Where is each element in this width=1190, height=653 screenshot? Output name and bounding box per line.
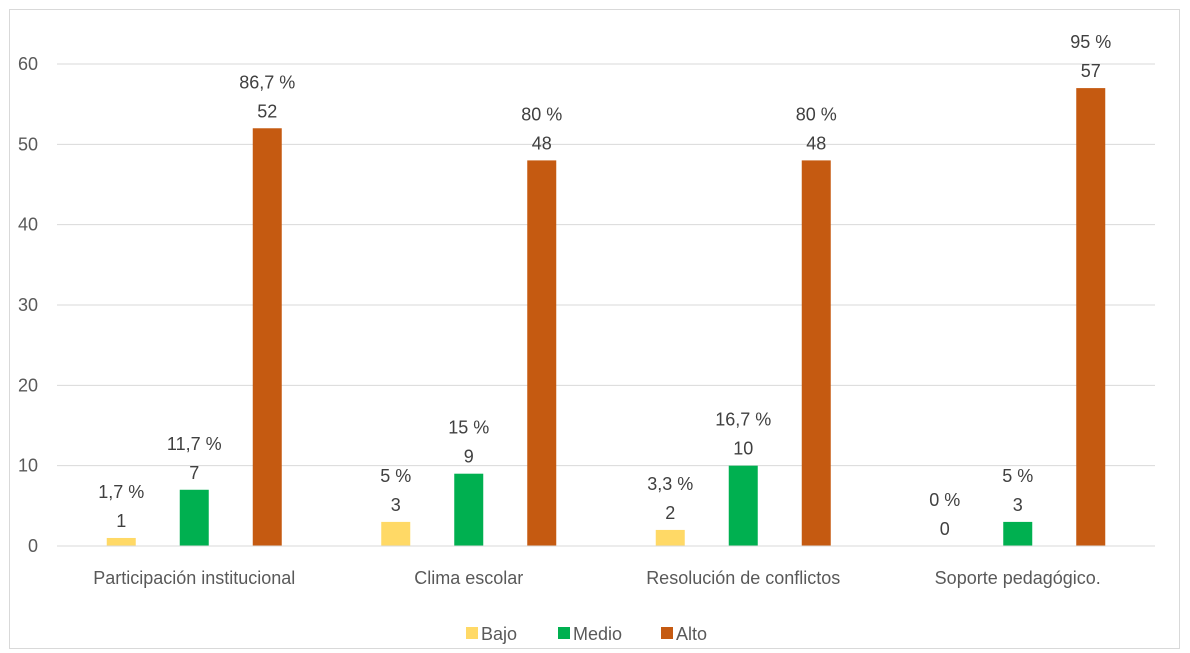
y-tick-label: 0 (28, 536, 38, 556)
bar-medio (454, 473, 484, 546)
legend-label: Medio (573, 624, 622, 644)
bars (106, 88, 1106, 546)
value-label: 9 (464, 447, 474, 467)
percent-label: 11,7 % (167, 434, 222, 454)
y-tick-label: 60 (18, 54, 38, 74)
percent-label: 0 % (929, 490, 960, 510)
bar-alto (1076, 88, 1106, 546)
value-label: 3 (391, 495, 401, 515)
y-tick-label: 20 (18, 375, 38, 395)
bar-bajo (106, 537, 136, 546)
value-label: 48 (532, 133, 552, 153)
value-label: 1 (116, 511, 126, 531)
value-label: 3 (1013, 495, 1023, 515)
legend-label: Bajo (481, 624, 517, 644)
value-label: 7 (189, 463, 199, 483)
category-label: Participación institucional (93, 568, 295, 588)
legend-label: Alto (676, 624, 707, 644)
value-label: 52 (257, 101, 277, 121)
percent-label: 80 % (796, 104, 837, 124)
percent-label: 86,7 % (239, 72, 295, 92)
percent-label: 95 % (1070, 32, 1111, 52)
x-axis: Participación institucional Clima escolar… (57, 545, 1155, 588)
category-label: Resolución de conflictos (646, 568, 840, 588)
percent-label: 16,7 % (715, 410, 771, 430)
category-label: Clima escolar (414, 568, 523, 588)
percent-label: 5 % (1002, 466, 1033, 486)
bar-medio (728, 465, 758, 546)
percent-label: 80 % (521, 104, 562, 124)
bar-medio (179, 489, 209, 546)
y-tick-label: 10 (18, 456, 38, 476)
y-tick-label: 30 (18, 295, 38, 315)
bar-bajo (381, 521, 411, 546)
bar-alto (527, 160, 557, 546)
value-label: 48 (806, 133, 826, 153)
percent-label: 3,3 % (647, 474, 693, 494)
gridlines (57, 63, 1155, 547)
value-label: 2 (665, 503, 675, 523)
y-tick-label: 50 (18, 134, 38, 154)
bar-bajo (655, 529, 685, 546)
y-axis: 0 10 20 30 40 50 60 (18, 54, 38, 556)
category-label: Soporte pedagógico. (935, 568, 1101, 588)
value-label: 0 (940, 519, 950, 539)
legend-swatch-medio (558, 627, 570, 639)
y-tick-label: 40 (18, 215, 38, 235)
value-label: 57 (1081, 61, 1101, 81)
legend: Bajo Medio Alto (466, 624, 707, 644)
percent-label: 5 % (380, 466, 411, 486)
percent-label: 1,7 % (98, 482, 144, 502)
bar-alto (801, 160, 831, 546)
bar-medio (1003, 521, 1033, 546)
value-label: 10 (733, 439, 753, 459)
bar-alto (252, 128, 282, 546)
percent-label: 15 % (448, 418, 489, 438)
legend-swatch-alto (661, 627, 673, 639)
legend-swatch-bajo (466, 627, 478, 639)
